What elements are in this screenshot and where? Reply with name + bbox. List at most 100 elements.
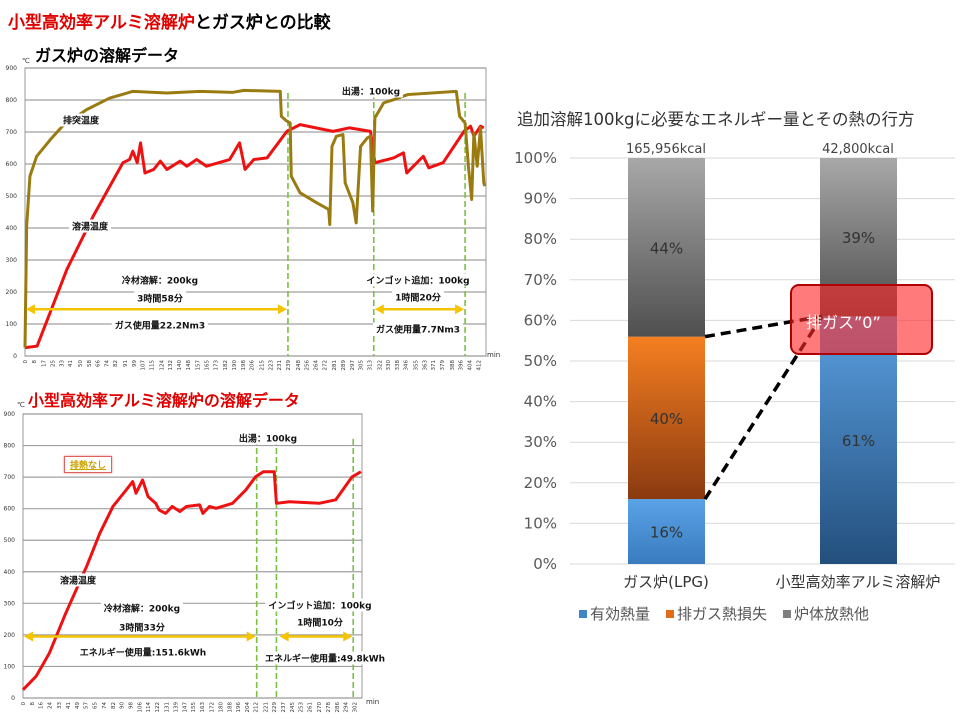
y-tick-label: 800: [6, 97, 18, 104]
legend-label: 炉体放熱他: [794, 605, 870, 623]
x-tick-label: 106: [137, 702, 143, 713]
x-tick-label: 190: [232, 360, 238, 371]
x-tick-label: 412: [476, 360, 482, 371]
x-tick-label: 139: [173, 702, 179, 713]
x-tick-label: 33: [57, 702, 63, 709]
arrow-head-right: [343, 631, 353, 642]
no-exhaust-badge: 排熱なし: [64, 456, 113, 473]
y-tick-label: 400: [6, 225, 18, 232]
x-tick-label: 261: [307, 702, 313, 713]
zero-exhaust-text: 排ガス”0”: [806, 313, 881, 332]
c2-cold-time-label: 3時間33分: [116, 620, 168, 634]
x-tick-label: 281: [332, 360, 338, 371]
x-tick-label: 388: [450, 360, 456, 371]
y-tick-label: 100: [6, 321, 18, 328]
c1-ingot-label: インゴット追加：100kg: [363, 273, 473, 287]
y-tick-label: 100%: [514, 149, 557, 167]
x-tick-label: 221: [263, 702, 269, 713]
x-tick-label: 396: [459, 360, 465, 371]
x-tick-label: 196: [236, 702, 242, 713]
legend-swatch-orange: [666, 609, 675, 618]
c1-cold-melt-label: 冷材溶解：200kg: [118, 273, 202, 287]
zero-exhaust-callout: [790, 284, 933, 355]
x-tick-label: 114: [146, 702, 152, 713]
x-tick-label: 50: [78, 360, 84, 367]
x-tick-label: 140: [177, 360, 183, 371]
x-tick-label: 17: [42, 360, 48, 367]
c2-cold-energy-label: エネルギー使用量:151.6kWh: [76, 645, 210, 659]
c1-tap-label: 出湯：100kg: [338, 84, 404, 98]
x-tick-label: 65: [92, 702, 98, 709]
c1-xunit: min: [487, 351, 501, 359]
legend-effective: 有効熱量: [579, 603, 650, 624]
legend: 有効熱量 排ガス熱損失 炉体放熱他: [579, 603, 869, 624]
c2-yunit: ℃: [17, 401, 25, 409]
plot-border: [22, 413, 363, 699]
x-tick-label: 132: [168, 360, 174, 371]
y-tick-label: 30%: [524, 433, 557, 451]
y-tick-label: 200: [4, 632, 16, 639]
y-tick-label: 20%: [524, 474, 557, 492]
x-tick-label: 107: [141, 360, 147, 371]
x-tick-label: 173: [213, 360, 219, 371]
x-tick-label: 41: [66, 702, 72, 709]
bar-value-label: 44%: [650, 239, 683, 257]
x-tick-label: 239: [286, 360, 292, 371]
legend-swatch-gray: [783, 609, 792, 618]
molten-temp-line: [24, 123, 485, 350]
x-tick-label: 172: [210, 702, 216, 713]
x-tick-label: 338: [395, 360, 401, 371]
x-tick-label: 157: [196, 360, 202, 371]
y-tick-label: 500: [6, 193, 18, 200]
x-tick-label: 131: [165, 702, 171, 713]
y-tick-label: 700: [6, 129, 18, 136]
bar-value-label: 40%: [650, 410, 683, 428]
x-tick-label: 404: [467, 360, 473, 371]
x-tick-label: 49: [75, 702, 81, 709]
bar-segment-0: [820, 316, 897, 564]
c2-molten-label: 溶湯温度: [56, 573, 100, 587]
y-tick-label: 600: [4, 506, 16, 513]
molten-temp-line: [21, 470, 362, 691]
x-tick-label: 24: [47, 702, 53, 709]
x-tick-label: 0: [21, 702, 27, 706]
x-tick-label: 124: [159, 360, 165, 371]
bar-value-label: 61%: [842, 432, 875, 450]
small-section-title: 小型高効率アルミ溶解炉の溶解データ: [28, 391, 300, 410]
x-tick-label: 180: [218, 702, 224, 713]
slide-title: 小型高効率アルミ溶解炉とガス炉との比較: [8, 8, 331, 33]
x-tick-label: 57: [84, 702, 90, 709]
x-tick-label: 8: [30, 702, 36, 706]
x-tick-label: 294: [344, 702, 350, 713]
category-small: 小型高効率アルミ溶解炉: [775, 573, 941, 591]
x-tick-label: 256: [305, 360, 311, 371]
y-tick-label: 90%: [524, 190, 557, 208]
title-red-part: 小型高効率アルミ溶解炉: [8, 13, 195, 33]
bar-value-label: 16%: [650, 524, 683, 542]
y-tick-label: 600: [6, 161, 18, 168]
x-tick-label: 163: [200, 702, 206, 713]
legend-label: 有効熱量: [590, 605, 651, 623]
y-tick-label: 300: [4, 600, 16, 607]
x-tick-label: 330: [386, 360, 392, 371]
x-tick-label: 223: [268, 360, 274, 371]
y-tick-label: 500: [4, 537, 16, 544]
legend-swatch-blue: [579, 609, 587, 618]
x-tick-label: 90: [120, 702, 126, 709]
x-tick-label: 302: [352, 702, 358, 713]
x-tick-label: 237: [281, 702, 287, 713]
y-tick-label: 100: [4, 663, 16, 670]
x-tick-label: 182: [223, 360, 229, 371]
y-tick-label: 800: [4, 443, 16, 450]
y-tick-label: 200: [6, 289, 18, 296]
x-tick-label: 0: [23, 360, 29, 364]
y-tick-label: 900: [6, 65, 18, 72]
small-total-label: 42,800kcal: [822, 142, 894, 157]
y-tick-label: 40%: [524, 393, 557, 411]
title-black-part: とガス炉との比較: [194, 13, 331, 33]
y-tick-label: 400: [4, 569, 16, 576]
x-tick-label: 379: [440, 360, 446, 371]
